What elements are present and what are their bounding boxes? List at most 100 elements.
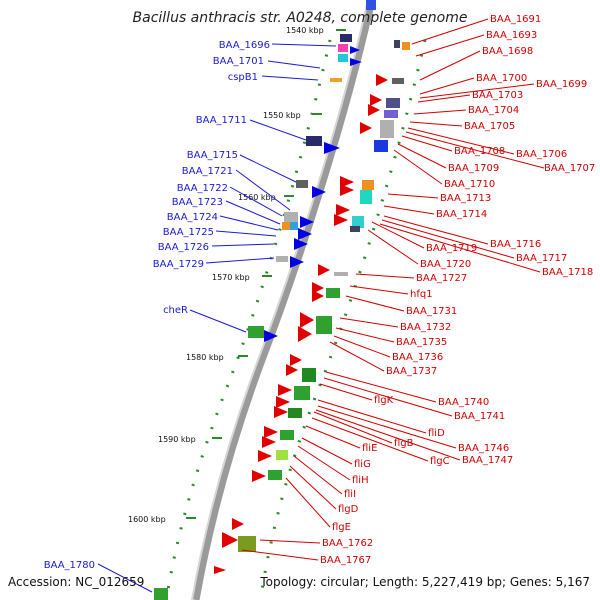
gene-block[interactable] [276, 450, 288, 460]
gene-label-left[interactable]: cspB1 [228, 72, 258, 83]
gene-label-left[interactable]: BAA_1729 [153, 259, 204, 270]
gene-label-right[interactable]: BAA_1732 [400, 322, 451, 333]
gene-label-left[interactable]: BAA_1701 [213, 56, 264, 67]
gene-label-right[interactable]: BAA_1767 [320, 555, 371, 566]
gene-label-right[interactable]: flgD [338, 504, 359, 515]
forward-arrow[interactable] [300, 312, 314, 328]
gene-block[interactable] [350, 226, 360, 232]
forward-arrow[interactable] [264, 426, 278, 438]
gene-label-right[interactable]: BAA_1740 [438, 397, 489, 408]
gene-block[interactable] [268, 470, 282, 480]
gene-block[interactable] [386, 98, 400, 108]
gene-label-right[interactable]: fliD [428, 428, 445, 439]
gene-block[interactable] [380, 120, 394, 138]
forward-arrow[interactable] [312, 290, 324, 302]
gene-block[interactable] [282, 222, 290, 230]
gene-label-right[interactable]: BAA_1710 [444, 179, 495, 190]
gene-label-right[interactable]: BAA_1735 [396, 337, 447, 348]
gene-block[interactable] [392, 78, 404, 84]
forward-arrow[interactable] [252, 470, 266, 482]
gene-label-right[interactable]: flgK [374, 395, 394, 406]
forward-arrow[interactable] [276, 396, 290, 408]
gene-block[interactable] [394, 40, 400, 48]
gene-label-right[interactable]: fliI [344, 489, 356, 500]
gene-label-right[interactable]: BAA_1731 [406, 306, 457, 317]
gene-label-right[interactable]: BAA_1747 [462, 455, 513, 466]
gene-label-left[interactable]: BAA_1711 [196, 115, 247, 126]
gene-label-right[interactable]: BAA_1718 [542, 267, 593, 278]
gene-block[interactable] [276, 256, 288, 262]
gene-label-left[interactable]: BAA_1722 [177, 183, 228, 194]
gene-label-right[interactable]: fliE [362, 443, 377, 454]
gene-label-right[interactable]: BAA_1716 [490, 239, 541, 250]
gene-block[interactable] [360, 190, 372, 204]
forward-arrow[interactable] [370, 94, 382, 106]
forward-arrow[interactable] [222, 532, 238, 548]
gene-block[interactable] [288, 408, 302, 418]
forward-arrow[interactable] [340, 184, 354, 196]
gene-label-right[interactable]: BAA_1691 [490, 14, 541, 25]
gene-block[interactable] [402, 42, 410, 50]
gene-label-right[interactable]: BAA_1762 [322, 538, 373, 549]
gene-block[interactable] [366, 0, 376, 10]
gene-block[interactable] [330, 78, 342, 82]
gene-label-right[interactable]: BAA_1746 [458, 443, 509, 454]
gene-block[interactable] [326, 288, 340, 298]
gene-block[interactable] [374, 140, 388, 152]
gene-block[interactable] [340, 34, 352, 42]
gene-label-left[interactable]: BAA_1723 [172, 197, 223, 208]
gene-label-right[interactable]: BAA_1704 [468, 105, 519, 116]
gene-label-right[interactable]: flgB [394, 438, 414, 449]
gene-label-left[interactable]: BAA_1715 [187, 150, 238, 161]
forward-arrow[interactable] [274, 406, 288, 418]
gene-label-left[interactable]: BAA_1696 [219, 40, 270, 51]
gene-block[interactable] [154, 588, 168, 600]
gene-block[interactable] [280, 430, 294, 440]
gene-label-right[interactable]: BAA_1699 [536, 79, 587, 90]
gene-label-left[interactable]: BAA_1725 [163, 227, 214, 238]
gene-label-right[interactable]: BAA_1706 [516, 149, 567, 160]
gene-label-right[interactable]: flgE [332, 522, 351, 533]
gene-label-right[interactable]: BAA_1700 [476, 73, 527, 84]
forward-arrow[interactable] [214, 566, 226, 574]
gene-block[interactable] [296, 180, 308, 188]
gene-label-right[interactable]: BAA_1714 [436, 209, 487, 220]
forward-arrow[interactable] [360, 122, 372, 134]
gene-label-right[interactable]: fliG [354, 459, 371, 470]
gene-label-right[interactable]: BAA_1720 [420, 259, 471, 270]
forward-arrow[interactable] [290, 354, 302, 366]
gene-label-left[interactable]: BAA_1724 [167, 212, 218, 223]
gene-label-right[interactable]: BAA_1705 [464, 121, 515, 132]
forward-arrow[interactable] [368, 104, 380, 116]
gene-block[interactable] [316, 316, 332, 334]
gene-label-right[interactable]: hfq1 [410, 289, 433, 300]
gene-label-right[interactable]: BAA_1698 [482, 46, 533, 57]
gene-label-right[interactable]: BAA_1703 [472, 90, 523, 101]
forward-arrow[interactable] [298, 326, 312, 342]
gene-block[interactable] [334, 272, 348, 276]
gene-block[interactable] [290, 222, 298, 230]
gene-label-left[interactable]: BAA_1721 [182, 166, 233, 177]
gene-block[interactable] [362, 180, 374, 190]
gene-label-right[interactable]: BAA_1708 [454, 146, 505, 157]
gene-label-right[interactable]: BAA_1737 [386, 366, 437, 377]
gene-label-right[interactable]: fliH [352, 475, 369, 486]
gene-label-right[interactable]: BAA_1741 [454, 411, 505, 422]
gene-block[interactable] [338, 54, 348, 62]
gene-block[interactable] [302, 368, 316, 382]
gene-label-right[interactable]: BAA_1717 [516, 253, 567, 264]
forward-arrow[interactable] [278, 384, 292, 396]
gene-label-right[interactable]: flgC [430, 456, 450, 467]
forward-arrow[interactable] [334, 214, 348, 226]
gene-block[interactable] [238, 536, 256, 552]
gene-label-right[interactable]: BAA_1693 [486, 30, 537, 41]
gene-label-left[interactable]: cheR [163, 305, 188, 316]
forward-arrow[interactable] [376, 74, 388, 86]
gene-label-right[interactable]: BAA_1713 [440, 193, 491, 204]
gene-label-right[interactable]: BAA_1707 [544, 163, 595, 174]
gene-label-left[interactable]: BAA_1780 [44, 560, 95, 571]
gene-block[interactable] [248, 326, 264, 338]
forward-arrow[interactable] [258, 450, 272, 462]
forward-arrow[interactable] [262, 436, 276, 448]
gene-label-left[interactable]: BAA_1726 [158, 242, 209, 253]
